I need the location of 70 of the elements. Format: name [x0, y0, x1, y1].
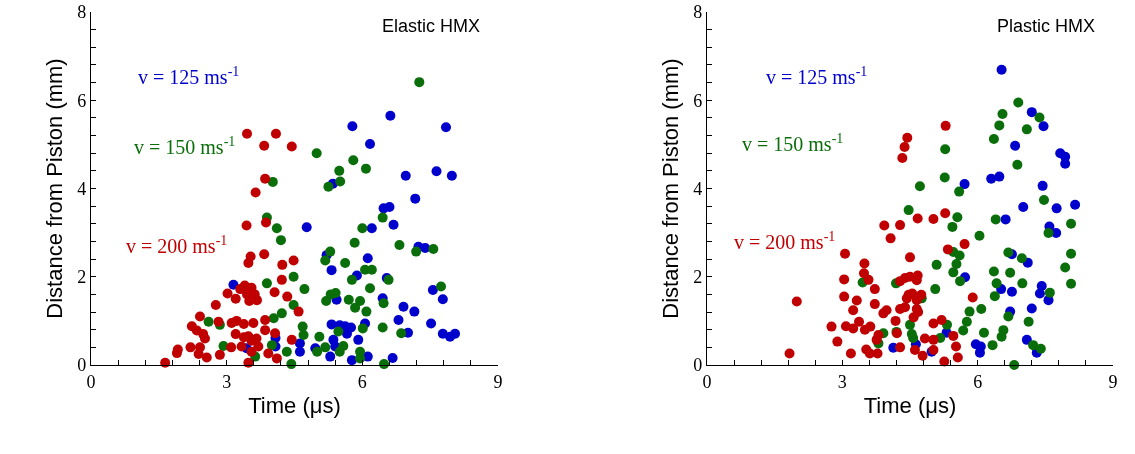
series-label: v = 200 ms$^{-1}$ [126, 233, 228, 258]
chart-title: Elastic HMX [382, 16, 481, 36]
x-tick-label: 6 [973, 371, 983, 392]
point [450, 328, 461, 339]
point [440, 122, 451, 133]
point [1037, 180, 1048, 191]
point [346, 355, 357, 366]
point [1034, 288, 1045, 299]
point [353, 334, 364, 345]
text: v = 150 ms$^{-1}$ [742, 131, 844, 156]
point [986, 173, 997, 184]
y-axis-title: Distance from Piston (mm) [42, 58, 68, 319]
x-axis-title: Time (μs) [248, 392, 341, 418]
x-tick-label: 3 [837, 371, 847, 392]
point [1070, 199, 1081, 210]
point [410, 193, 421, 204]
point [996, 64, 1007, 75]
point [325, 351, 336, 362]
point [426, 318, 437, 329]
point [1026, 303, 1037, 314]
series-label: v = 150 ms$^{-1}$ [134, 134, 236, 159]
point [1010, 140, 1021, 151]
point [431, 166, 442, 177]
text: v = 125 ms$^{-1}$ [138, 64, 240, 89]
x-tick-label: 9 [493, 371, 503, 392]
y-tick-label: 8 [77, 2, 87, 23]
point [1051, 203, 1062, 214]
point [347, 121, 358, 132]
point [294, 346, 305, 357]
x-tick-label: 9 [1108, 371, 1118, 392]
point [1018, 202, 1029, 213]
x-tick-label: 3 [222, 371, 232, 392]
point [420, 243, 431, 254]
point [385, 110, 396, 121]
x-axis-title: Time (μs) [863, 392, 957, 418]
point [365, 138, 376, 149]
point [326, 265, 337, 276]
point [427, 284, 438, 295]
point [959, 179, 970, 190]
y-tick-label: 4 [693, 178, 703, 199]
chart-title: Plastic HMX [997, 16, 1096, 36]
point [301, 222, 312, 233]
point [366, 223, 377, 234]
y-tick-label: 8 [693, 2, 703, 23]
y-tick-label: 2 [77, 267, 87, 288]
y-tick-label: 4 [77, 178, 87, 199]
point [1026, 107, 1037, 118]
point [1038, 121, 1049, 132]
point [437, 294, 448, 305]
point [1006, 286, 1017, 297]
point [384, 202, 395, 213]
point [400, 170, 411, 181]
y-tick-label: 0 [77, 355, 87, 376]
point [446, 170, 457, 181]
point [362, 253, 373, 264]
series-label: v = 200 ms$^{-1}$ [734, 229, 836, 254]
y-axis-title: Distance from Piston (mm) [658, 58, 684, 319]
point [1000, 214, 1011, 225]
y-tick-label: 6 [693, 90, 703, 111]
point [409, 306, 420, 317]
text: v = 125 ms$^{-1}$ [766, 64, 868, 89]
x-tick-label: 6 [357, 371, 367, 392]
y-tick-label: 6 [77, 90, 87, 111]
y-tick-label: 2 [693, 267, 703, 288]
point [994, 171, 1005, 182]
y-tick-label: 0 [693, 355, 703, 376]
point [387, 352, 398, 363]
point [393, 314, 404, 325]
point [398, 301, 409, 312]
point [388, 219, 399, 230]
